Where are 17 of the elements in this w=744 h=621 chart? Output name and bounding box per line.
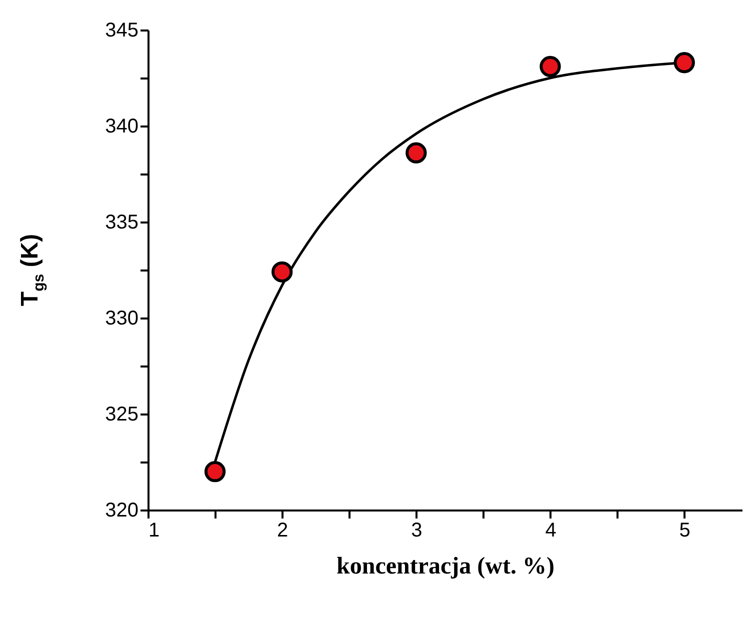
x-tick-label: 5 bbox=[679, 520, 690, 542]
x-tick-label: 1 bbox=[148, 520, 160, 542]
y-tick-label: 330 bbox=[105, 308, 138, 330]
point bbox=[406, 142, 427, 164]
y-tick-label: 335 bbox=[105, 212, 138, 234]
y-tick-label: 320 bbox=[105, 500, 138, 522]
point bbox=[540, 56, 561, 78]
y-tick-label: 345 bbox=[105, 20, 138, 42]
y-tick-label: 340 bbox=[105, 116, 138, 138]
y-tick-label: 325 bbox=[105, 404, 138, 426]
x-tick-label: 2 bbox=[277, 520, 288, 542]
x-tick-label: 3 bbox=[411, 520, 422, 542]
x-tick-label: 4 bbox=[545, 520, 556, 542]
point bbox=[272, 261, 293, 282]
x-axis-title: koncentracja (wt. %) bbox=[336, 554, 554, 580]
point bbox=[204, 461, 226, 482]
point bbox=[674, 52, 695, 74]
